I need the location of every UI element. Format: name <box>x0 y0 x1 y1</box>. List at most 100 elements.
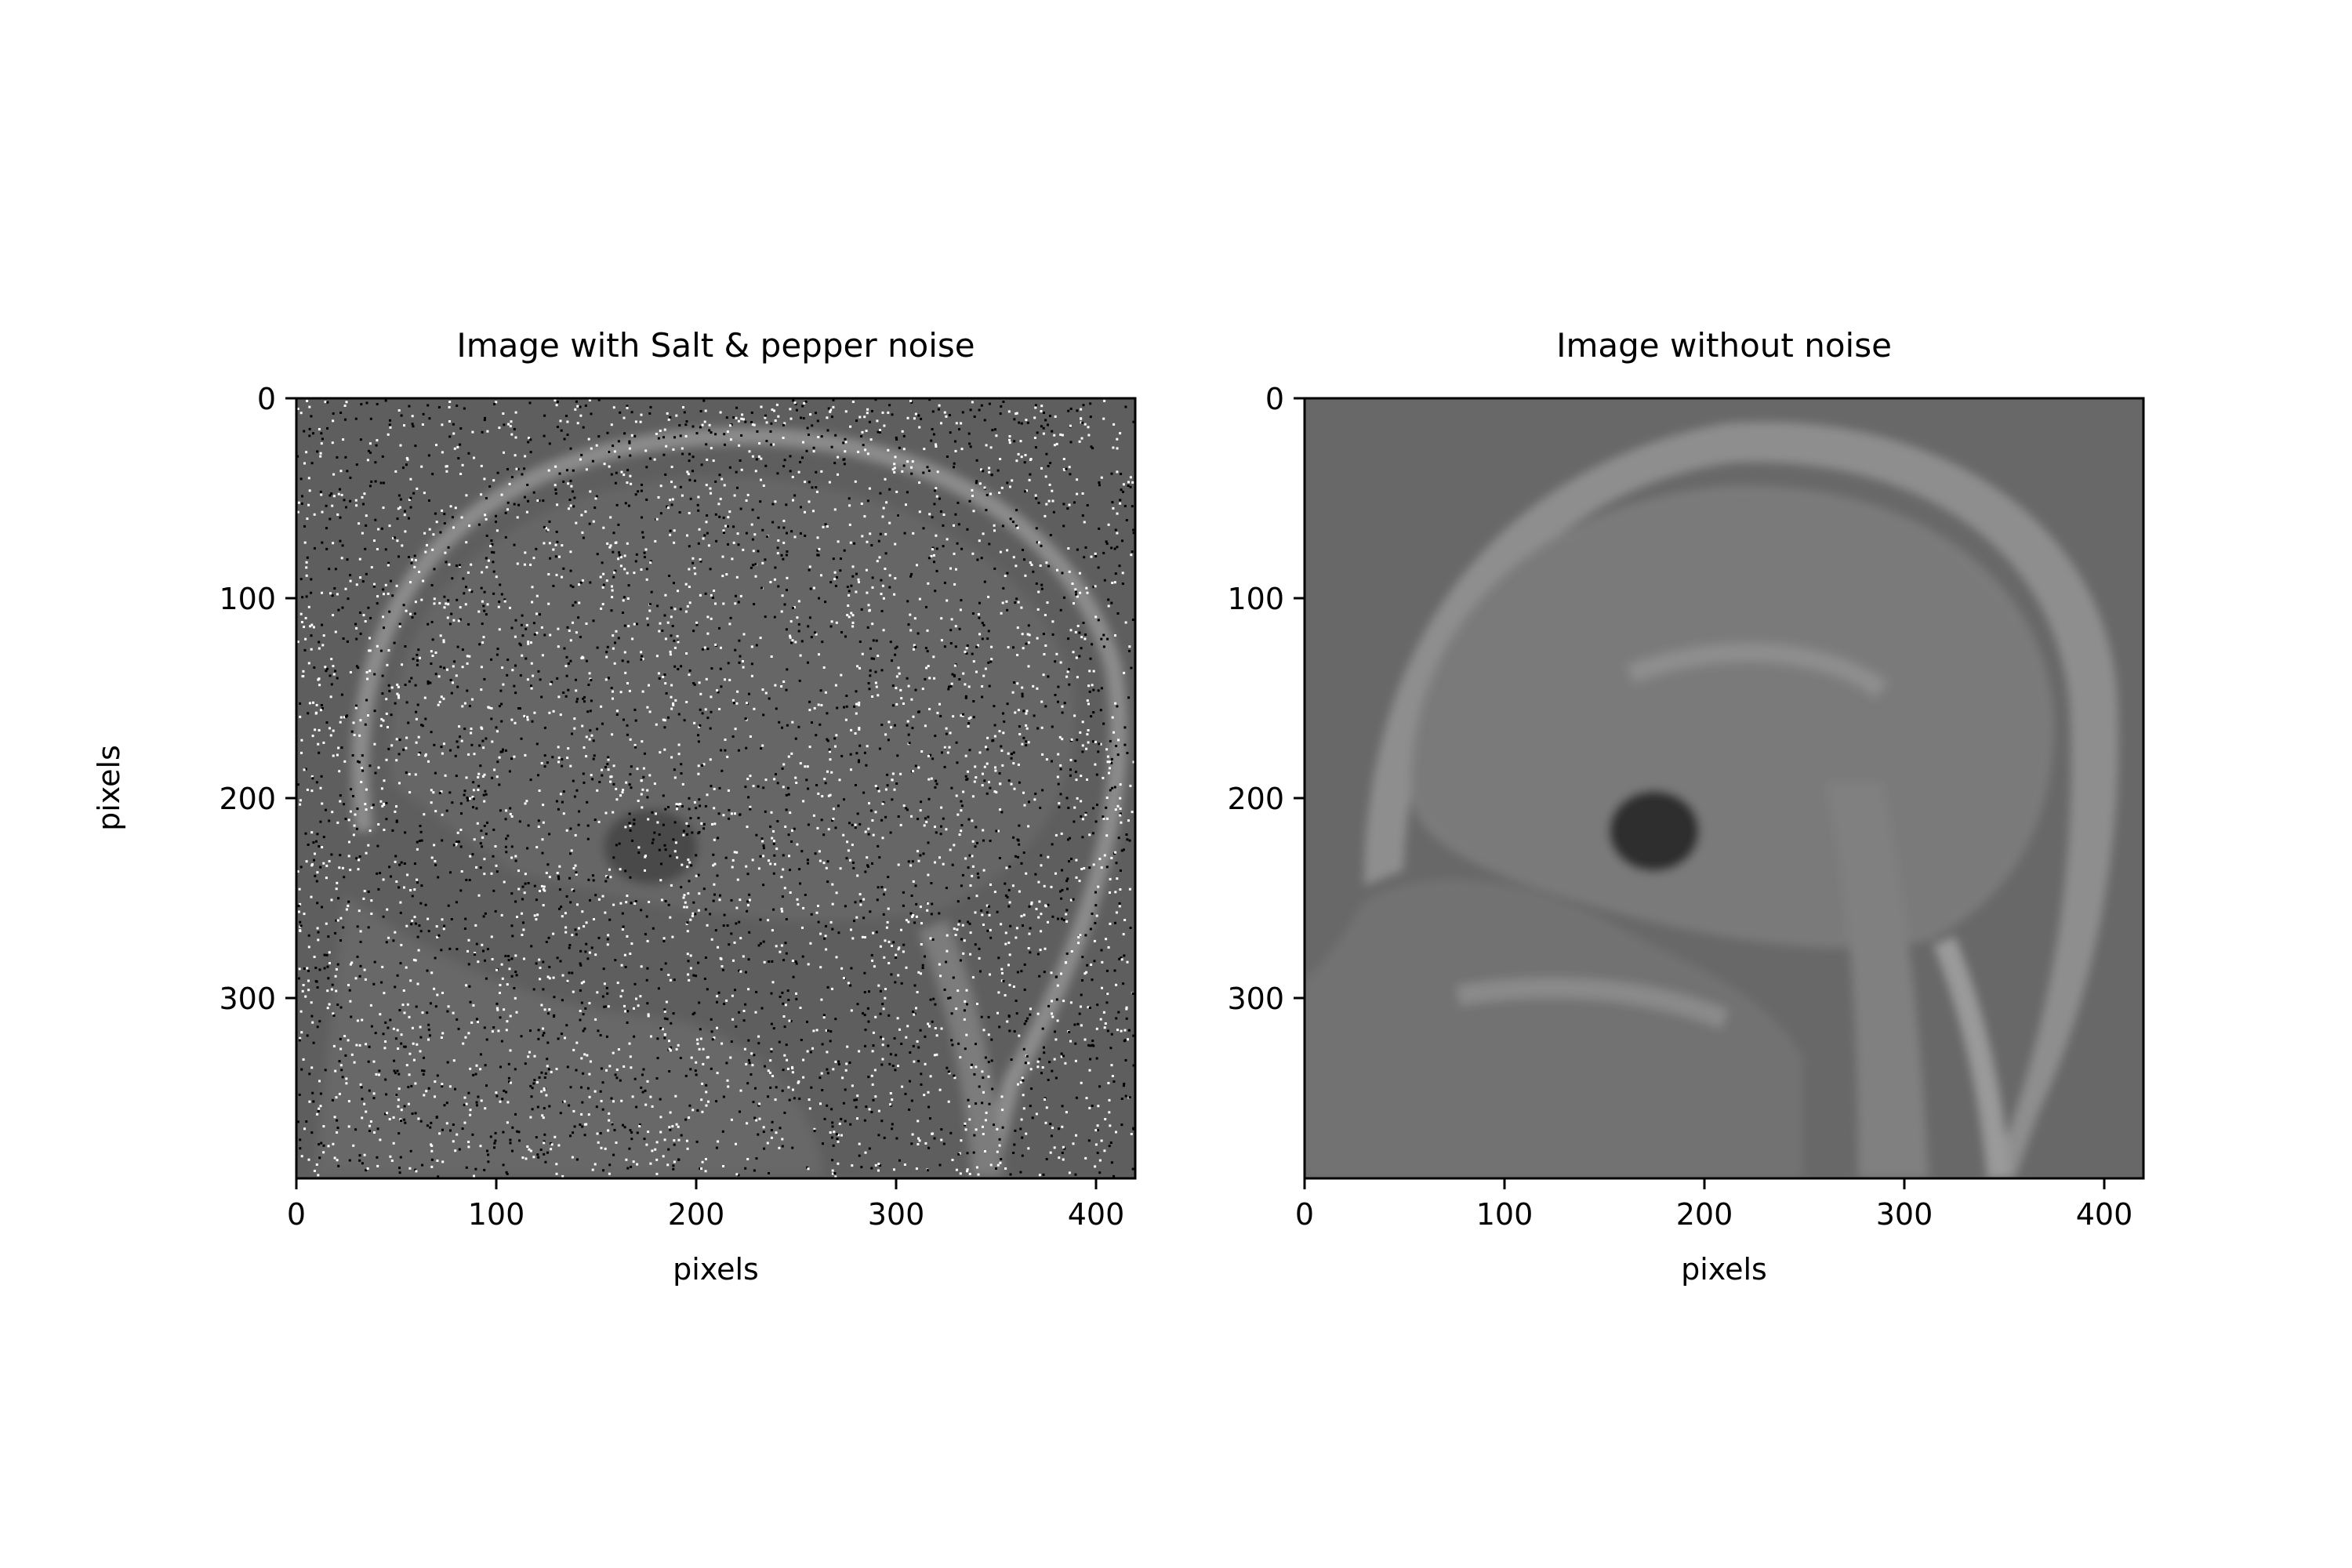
noise-speck <box>546 1058 549 1061</box>
noise-speck <box>569 659 572 662</box>
noise-speck <box>1018 1034 1021 1037</box>
noise-speck <box>358 975 361 978</box>
noise-speck <box>1062 1000 1065 1003</box>
noise-speck <box>706 1055 710 1058</box>
noise-speck <box>555 573 558 576</box>
noise-speck <box>785 808 788 811</box>
noise-speck <box>975 459 978 462</box>
noise-speck <box>1008 953 1011 956</box>
noise-speck <box>912 715 915 718</box>
noise-speck <box>1094 891 1097 894</box>
noise-speck <box>538 499 541 503</box>
noise-speck <box>895 675 898 678</box>
noise-speck <box>431 548 434 551</box>
noise-speck <box>299 1036 302 1040</box>
noise-speck <box>913 1013 916 1016</box>
noise-speck <box>416 881 419 884</box>
noise-speck <box>913 617 916 620</box>
noise-speck <box>437 934 441 937</box>
noise-speck <box>943 645 946 648</box>
noise-speck <box>376 644 379 648</box>
noise-speck <box>853 1098 856 1102</box>
noise-speck <box>556 677 559 680</box>
noise-speck <box>673 436 676 439</box>
noise-speck <box>336 753 339 757</box>
noise-speck <box>765 440 768 442</box>
noise-speck <box>509 1142 512 1145</box>
noise-speck <box>359 632 362 635</box>
noise-speck <box>1098 527 1101 530</box>
noise-speck <box>884 988 887 990</box>
noise-speck <box>943 988 946 991</box>
noise-speck <box>808 568 811 572</box>
noise-speck <box>1054 872 1057 875</box>
noise-speck <box>748 1062 751 1065</box>
noise-speck <box>1020 606 1023 609</box>
noise-speck <box>319 490 322 493</box>
noise-speck <box>530 945 533 948</box>
noise-speck <box>829 793 832 797</box>
noise-speck <box>514 454 517 457</box>
noise-speck <box>619 411 622 414</box>
noise-speck <box>519 674 522 677</box>
noise-speck <box>819 966 822 969</box>
noise-speck <box>637 846 641 849</box>
noise-speck <box>474 924 477 927</box>
noise-speck <box>1079 934 1082 937</box>
noise-speck <box>377 887 380 891</box>
noise-speck <box>523 957 525 960</box>
noise-speck <box>439 634 442 637</box>
noise-speck <box>458 1148 461 1151</box>
noise-speck <box>851 1164 854 1167</box>
noise-speck <box>355 857 358 860</box>
noise-speck <box>835 891 838 895</box>
noise-speck <box>543 1087 546 1090</box>
noise-speck <box>984 667 987 670</box>
noise-speck <box>434 863 437 866</box>
noise-speck <box>604 811 608 815</box>
noise-speck <box>623 1004 626 1007</box>
noise-speck <box>717 812 720 815</box>
noise-speck <box>684 1118 688 1121</box>
noise-speck <box>561 974 564 977</box>
noise-speck <box>430 1145 434 1147</box>
noise-speck <box>579 1123 582 1126</box>
noise-speck <box>672 448 675 451</box>
noise-speck <box>381 674 384 677</box>
noise-speck <box>675 1123 678 1126</box>
noise-speck <box>303 768 306 771</box>
noise-speck <box>1069 768 1072 771</box>
noise-speck <box>738 1011 741 1014</box>
noise-speck <box>717 837 720 840</box>
noise-speck <box>597 1141 600 1144</box>
noise-speck <box>1105 834 1109 837</box>
noise-speck <box>1075 593 1077 596</box>
noise-speck <box>459 618 462 621</box>
noise-speck <box>585 622 588 625</box>
noise-speck <box>426 1011 429 1014</box>
noise-speck <box>308 1100 311 1103</box>
noise-speck <box>953 524 955 527</box>
noise-speck <box>936 711 939 714</box>
noise-speck <box>934 590 937 593</box>
noise-speck <box>663 1036 666 1040</box>
noise-speck <box>1084 633 1087 636</box>
noise-speck <box>881 837 884 840</box>
noise-speck <box>633 902 637 905</box>
noise-speck <box>1120 849 1123 852</box>
noise-speck <box>351 754 354 757</box>
noise-speck <box>738 639 741 642</box>
noise-speck <box>615 1068 619 1071</box>
noise-speck <box>716 1072 719 1075</box>
noise-speck <box>871 1050 874 1053</box>
noise-speck <box>681 863 684 866</box>
noise-speck <box>600 1146 603 1149</box>
noise-speck <box>990 658 993 661</box>
noise-speck <box>771 929 774 932</box>
noise-speck <box>749 805 752 808</box>
noise-speck <box>350 1015 353 1018</box>
noise-speck <box>694 913 697 916</box>
noise-speck <box>416 703 419 706</box>
noise-speck <box>789 634 792 637</box>
noise-speck <box>554 484 557 487</box>
